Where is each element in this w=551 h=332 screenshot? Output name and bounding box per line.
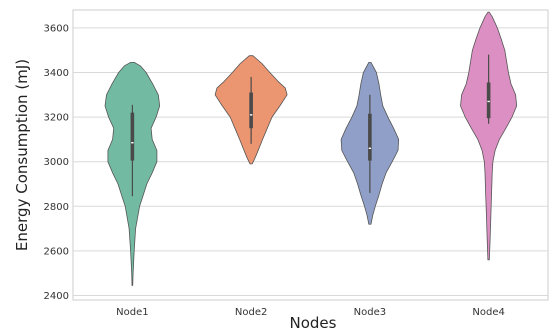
violin-iqr-box (486, 82, 491, 119)
violin-iqr-box (368, 113, 372, 161)
violin-node3 (340, 62, 400, 225)
violin-iqr-box (130, 112, 135, 161)
violin-body (460, 11, 518, 261)
x-axis-label: Nodes (290, 314, 337, 332)
x-tick-label: Node4 (472, 307, 504, 318)
x-tick-label: Node3 (354, 307, 386, 318)
y-tick-label: 2800 (44, 202, 69, 213)
x-tick-label: Node1 (116, 307, 148, 318)
violin-node2 (214, 55, 288, 165)
x-tick-label: Node2 (235, 307, 267, 318)
violin-node4 (460, 11, 518, 261)
y-tick-label: 2400 (44, 291, 69, 302)
violin-iqr-box (249, 92, 253, 129)
y-tick-label: 3600 (44, 23, 69, 34)
tick-labels: 2400 2600 2800 3000 3200 3400 3600 Node1 Node2 No… (44, 23, 505, 318)
violins (104, 11, 518, 286)
violin-node1 (104, 62, 161, 286)
y-axis-label: Energy Consumption (mJ) (13, 59, 31, 251)
y-tick-label: 2600 (44, 246, 69, 257)
y-tick-label: 3200 (44, 113, 69, 124)
y-tick-label: 3400 (44, 68, 69, 79)
y-tick-label: 3000 (44, 157, 69, 168)
